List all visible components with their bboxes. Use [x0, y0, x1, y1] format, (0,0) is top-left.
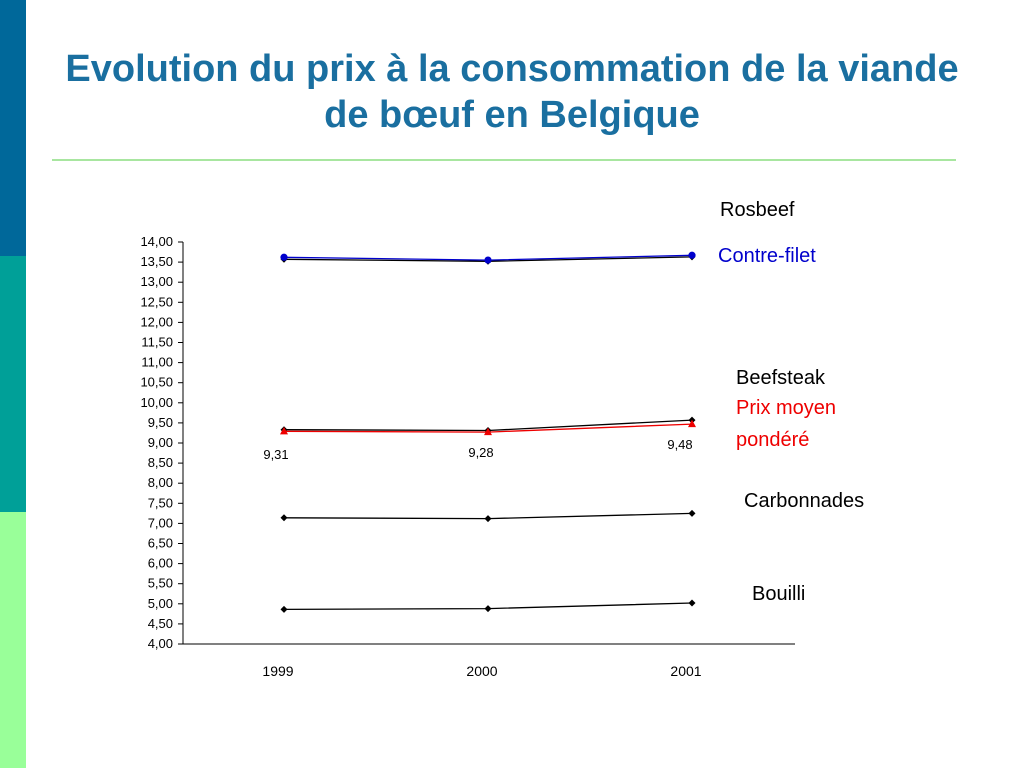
y-tick-label: 5,00: [148, 596, 173, 611]
legend-label-prix-moyen-line1: Prix moyen: [736, 397, 837, 419]
legend-label-prix-moyen-line2: pondéré: [736, 429, 810, 451]
y-tick-label: 11,00: [141, 355, 173, 370]
data-point: [688, 419, 696, 428]
y-tick-label: 6,00: [148, 556, 173, 571]
y-tick-label: 6,50: [148, 536, 173, 551]
title-divider: [52, 159, 956, 161]
y-tick-label: 8,50: [148, 455, 173, 470]
y-tick-label: 14,00: [140, 234, 173, 249]
sidebar-band-bottom: [0, 512, 26, 768]
legend-label-beefsteak: Beefsteak: [736, 367, 825, 389]
legend-label-bouilli: Bouilli: [752, 583, 806, 605]
slide-title: Evolution du prix à la consommation de l…: [65, 48, 959, 136]
data-point: [280, 605, 288, 613]
y-tick-label: 5,50: [148, 576, 173, 591]
y-tick-label: 9,50: [148, 415, 173, 430]
y-tick-label: 10,00: [140, 395, 173, 410]
data-point: [484, 605, 492, 613]
y-tick-label: 12,50: [140, 294, 173, 309]
y-tick-label: 9,00: [148, 435, 173, 450]
y-tick-label: 8,00: [148, 475, 173, 490]
data-label: 9,48: [667, 437, 692, 452]
y-tick-label: 12,00: [140, 314, 173, 329]
y-tick-label: 7,00: [148, 515, 173, 530]
y-tick-label: 7,50: [148, 495, 173, 510]
data-point: [484, 515, 492, 523]
data-label: 9,31: [263, 447, 288, 462]
legend-label-rosbeef: Rosbeef: [720, 199, 795, 221]
y-tick-label: 10,50: [140, 375, 173, 390]
data-point: [484, 427, 492, 436]
data-point: [280, 514, 288, 522]
y-tick-label: 4,50: [148, 616, 173, 631]
y-tick-label: 13,00: [140, 274, 173, 289]
data-label: 9,28: [468, 445, 493, 460]
y-tick-label: 4,00: [148, 636, 173, 651]
sidebar-band-top: [0, 0, 26, 256]
y-tick-label: 13,50: [140, 254, 173, 269]
data-point: [688, 599, 696, 607]
x-tick-label: 2001: [670, 663, 701, 679]
legend-label-contre-filet: Contre-filet: [718, 245, 816, 267]
data-point: [280, 426, 288, 435]
x-tick-label: 1999: [262, 663, 293, 679]
x-tick-label: 2000: [466, 663, 497, 679]
legend-label-carbonnades: Carbonnades: [744, 490, 865, 512]
y-tick-label: 11,50: [141, 335, 173, 350]
sidebar-band-middle: [0, 256, 26, 512]
data-point: [484, 256, 492, 264]
data-point: [280, 253, 288, 261]
data-point: [688, 509, 696, 517]
data-point: [688, 251, 696, 259]
